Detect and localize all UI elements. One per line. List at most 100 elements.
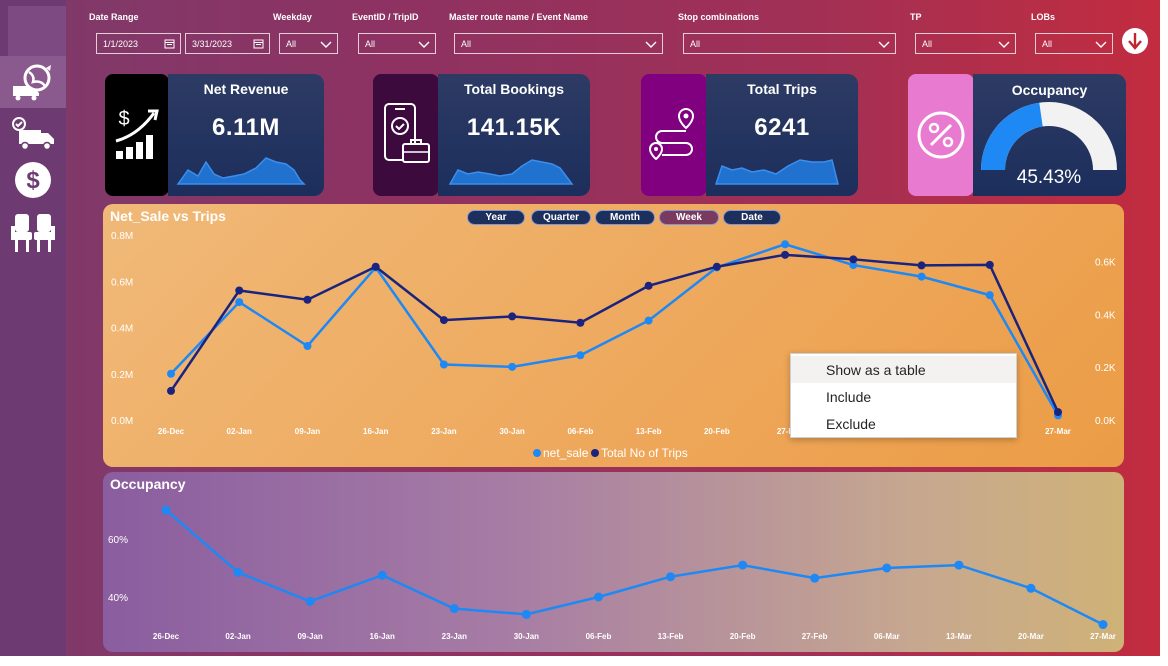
kpi-card-net-revenue[interactable]: Net Revenue 6.11M [168, 74, 324, 196]
event-trip-value: All [365, 38, 376, 49]
kpi-title: Net Revenue [203, 81, 289, 97]
data-point[interactable] [508, 312, 517, 321]
data-point[interactable] [161, 505, 171, 515]
weekday-select[interactable]: All [279, 33, 338, 54]
date-end-input[interactable]: 3/31/2023 [185, 33, 270, 54]
occupancy-gauge: 45.43% [981, 102, 1117, 188]
data-point[interactable] [917, 272, 926, 281]
date-start-value: 1/1/2023 [103, 38, 139, 49]
data-point[interactable] [439, 360, 448, 369]
drill-button-year[interactable]: Year [467, 210, 525, 225]
series-line-net_sale [170, 242, 1060, 416]
bookings-sparkline [448, 159, 574, 185]
data-point[interactable] [576, 318, 585, 327]
data-point[interactable] [985, 291, 994, 300]
data-point[interactable] [233, 567, 243, 577]
x-tick-label: 06-Feb [567, 427, 593, 436]
data-point[interactable] [781, 250, 790, 259]
data-point[interactable] [1098, 620, 1108, 630]
kpi-card-total-bookings[interactable]: Total Bookings 141.15K [438, 74, 590, 196]
dollar-icon: $ [15, 162, 51, 198]
y-tick: 60% [108, 535, 128, 546]
data-point[interactable] [576, 351, 585, 360]
data-point[interactable] [305, 596, 315, 606]
data-point[interactable] [167, 369, 175, 378]
svg-text:$: $ [118, 108, 129, 130]
x-tick-label: 13-Feb [636, 427, 662, 436]
event-trip-select[interactable]: All [358, 33, 436, 54]
data-point[interactable] [303, 295, 312, 304]
data-point[interactable] [167, 386, 175, 395]
legend-marker [591, 449, 599, 457]
tp-value: All [922, 38, 933, 49]
data-point[interactable] [882, 563, 892, 573]
x-tick-label: 09-Jan [297, 632, 322, 641]
x-tick-label: 16-Jan [363, 427, 388, 436]
x-tick-label: 06-Feb [586, 632, 612, 641]
nav-item-delivery[interactable] [0, 56, 66, 108]
drill-button-quarter[interactable]: Quarter [531, 210, 591, 225]
data-point[interactable] [1054, 408, 1062, 417]
left-nav: $ [0, 0, 66, 656]
kpi-value: 6.11M [212, 114, 280, 141]
menu-item-exclude[interactable]: Exclude [826, 415, 876, 432]
data-point[interactable] [644, 316, 653, 325]
data-point[interactable] [644, 281, 653, 290]
date-range-label: Date Range [89, 12, 139, 22]
x-tick-label: 30-Jan [499, 427, 524, 436]
data-point[interactable] [235, 286, 244, 295]
gauge-value: 45.43% [1017, 167, 1082, 188]
data-point[interactable] [371, 262, 380, 271]
chart-title: Net_Sale vs Trips [110, 208, 226, 224]
tp-select[interactable]: All [915, 33, 1016, 54]
data-point[interactable] [849, 255, 858, 264]
calendar-icon[interactable] [164, 38, 175, 49]
download-button[interactable] [1122, 28, 1148, 54]
data-point[interactable] [377, 570, 387, 580]
lobs-select[interactable]: All [1035, 33, 1113, 54]
route-select[interactable]: All [454, 33, 663, 54]
data-point[interactable] [508, 362, 517, 371]
series-line-total-no-of-trips [169, 253, 1060, 413]
data-point[interactable] [954, 560, 964, 570]
data-point[interactable] [810, 573, 820, 583]
data-point[interactable] [303, 342, 312, 350]
data-point[interactable] [593, 592, 603, 602]
data-point[interactable] [849, 261, 858, 270]
drill-button-month[interactable]: Month [595, 210, 655, 225]
lobs-value: All [1042, 38, 1053, 49]
calendar-icon[interactable] [253, 38, 264, 49]
data-point[interactable] [521, 609, 531, 619]
nav-item-truck[interactable] [0, 108, 66, 160]
occupancy-chart[interactable]: Occupancy 40% 60% 26-Dec 02-Jan 09-Jan 16-Jan… [103, 472, 1124, 652]
menu-item-show-as-table[interactable]: Show as a table [791, 356, 1016, 383]
data-point[interactable] [235, 298, 244, 307]
stops-select[interactable]: All [683, 33, 896, 54]
x-tick-label: 02-Jan [225, 632, 250, 641]
data-point[interactable] [781, 240, 790, 249]
chevron-down-icon [1095, 41, 1107, 48]
series-line-occupancy [165, 509, 1104, 626]
kpi-card-occupancy[interactable]: Occupancy 45.43% [973, 74, 1126, 196]
y-left-tick: 0.0M [111, 416, 133, 427]
data-point[interactable] [712, 262, 721, 271]
drill-button-week[interactable]: Week [659, 210, 719, 225]
menu-item-include[interactable]: Include [826, 388, 872, 405]
data-point[interactable] [738, 560, 748, 570]
nav-item-revenue[interactable]: $ [0, 154, 66, 206]
kpi-card-total-trips[interactable]: Total Trips 6241 [706, 74, 858, 196]
occupancy-chart-plot: 40% 60% 26-Dec 02-Jan 09-Jan 16-Jan 23-Jan 30-J… [108, 505, 1116, 641]
data-point[interactable] [666, 572, 676, 582]
data-point[interactable] [917, 261, 926, 270]
data-point[interactable] [985, 260, 994, 269]
kpi-occupancy-icon-tile [908, 74, 974, 196]
x-tick-label: 26-Dec [153, 632, 180, 641]
x-tick-label: 20-Feb [704, 427, 730, 436]
data-point[interactable] [449, 604, 459, 614]
data-point[interactable] [1026, 583, 1036, 593]
tp-label: TP [910, 12, 922, 22]
data-point[interactable] [439, 316, 448, 325]
date-start-input[interactable]: 1/1/2023 [96, 33, 181, 54]
nav-item-seats[interactable] [0, 208, 66, 260]
drill-button-date[interactable]: Date [723, 210, 781, 225]
